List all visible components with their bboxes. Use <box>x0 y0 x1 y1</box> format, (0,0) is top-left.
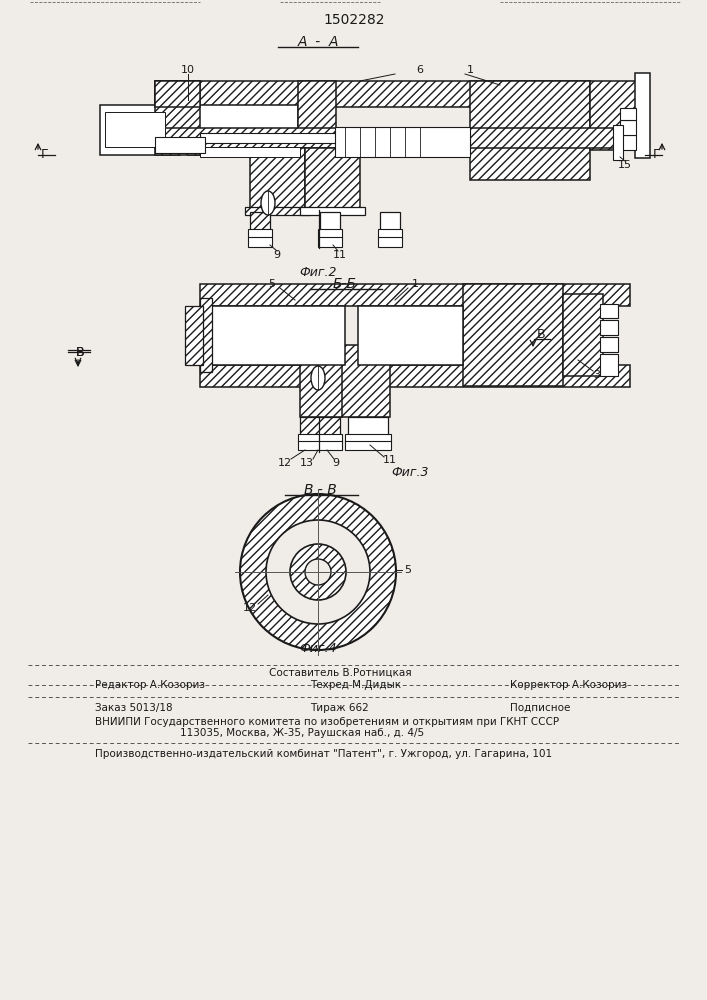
Text: 12: 12 <box>243 603 257 613</box>
Text: 11: 11 <box>383 455 397 465</box>
Text: В - В: В - В <box>303 483 337 497</box>
Text: 1: 1 <box>411 279 419 289</box>
Bar <box>298 441 342 450</box>
Bar <box>380 212 400 230</box>
Text: Техред М.Дидык: Техред М.Дидык <box>310 680 401 690</box>
Text: 1502282: 1502282 <box>323 13 385 27</box>
Bar <box>300 207 365 215</box>
Text: А  -  А: А - А <box>297 35 339 49</box>
Text: Заказ 5013/18: Заказ 5013/18 <box>95 703 173 713</box>
Text: 12: 12 <box>278 458 292 468</box>
Bar <box>320 212 340 230</box>
Bar <box>348 417 388 435</box>
Bar <box>248 229 272 238</box>
Bar <box>155 137 205 153</box>
Text: 13: 13 <box>300 458 314 468</box>
Bar <box>200 133 470 143</box>
Circle shape <box>290 544 346 600</box>
Bar <box>378 237 402 247</box>
Bar <box>100 105 180 155</box>
Ellipse shape <box>311 366 325 390</box>
Bar <box>155 81 590 107</box>
Bar <box>185 306 203 365</box>
Circle shape <box>266 520 370 624</box>
Bar <box>345 441 391 450</box>
Text: 6: 6 <box>416 65 423 75</box>
Text: Фиг.3: Фиг.3 <box>391 466 428 479</box>
Bar <box>600 320 618 335</box>
Text: В: В <box>76 346 84 359</box>
Bar <box>600 354 618 376</box>
Circle shape <box>305 559 331 585</box>
Bar <box>155 128 630 148</box>
Text: 15: 15 <box>618 160 632 170</box>
Bar <box>200 284 630 306</box>
Bar <box>600 337 618 352</box>
Bar <box>590 81 645 150</box>
Bar <box>200 306 345 365</box>
Text: Корректор А.Козориз: Корректор А.Козориз <box>510 680 627 690</box>
Text: 5: 5 <box>404 565 411 575</box>
Bar <box>620 120 636 135</box>
Bar <box>155 81 200 107</box>
Bar <box>200 298 212 372</box>
Bar <box>250 212 270 230</box>
Text: Производственно-издательский комбинат "Патент", г. Ужгород, ул. Гагарина, 101: Производственно-издательский комбинат "П… <box>95 749 552 759</box>
Bar <box>318 237 342 247</box>
Bar <box>245 207 310 215</box>
Text: ВНИИПИ Государственного комитета по изобретениям и открытиям при ГКНТ СССР: ВНИИПИ Государственного комитета по изоб… <box>95 717 559 727</box>
Text: 3: 3 <box>593 370 600 380</box>
Text: Фиг.2: Фиг.2 <box>299 265 337 278</box>
Bar <box>105 112 165 147</box>
Text: 11: 11 <box>333 250 347 260</box>
Text: Г: Г <box>41 148 49 161</box>
Bar <box>620 108 636 120</box>
Text: Редактор А.Козориз: Редактор А.Козориз <box>95 680 205 690</box>
Bar <box>335 127 470 157</box>
Bar <box>340 345 390 417</box>
Text: 9: 9 <box>274 250 281 260</box>
Text: В: В <box>537 328 545 342</box>
Text: Составитель В.Ротницкая: Составитель В.Ротницкая <box>269 668 411 678</box>
Bar <box>248 237 272 247</box>
Text: 5: 5 <box>269 279 276 289</box>
Bar <box>635 73 650 158</box>
Bar <box>305 148 360 210</box>
Text: Г: Г <box>653 148 661 161</box>
Bar <box>600 304 618 318</box>
Bar <box>345 434 391 442</box>
Bar <box>378 229 402 238</box>
Bar <box>250 148 305 210</box>
Bar <box>300 417 340 435</box>
Bar <box>613 125 623 160</box>
Bar <box>318 229 342 238</box>
Bar <box>188 105 298 155</box>
Circle shape <box>240 494 396 650</box>
Text: 113035, Москва, Ж-35, Раушская наб., д. 4/5: 113035, Москва, Ж-35, Раушская наб., д. … <box>180 728 424 738</box>
Bar <box>298 81 336 180</box>
Bar <box>200 365 630 387</box>
Text: 1: 1 <box>467 65 474 75</box>
Text: Б-Б: Б-Б <box>333 277 357 291</box>
Text: Фиг.4: Фиг.4 <box>299 642 337 654</box>
Bar <box>298 434 342 442</box>
Bar <box>470 81 590 180</box>
Ellipse shape <box>261 191 275 215</box>
Text: Тираж 662: Тираж 662 <box>310 703 369 713</box>
Bar <box>463 284 563 386</box>
Bar <box>200 147 300 157</box>
Text: 10: 10 <box>181 65 195 75</box>
Bar <box>155 81 200 155</box>
Bar <box>563 294 603 376</box>
Text: Подписное: Подписное <box>510 703 571 713</box>
Text: 9: 9 <box>332 458 339 468</box>
Bar <box>620 135 636 150</box>
Bar <box>300 345 342 417</box>
Bar <box>358 306 463 365</box>
Text: В: В <box>76 346 84 359</box>
